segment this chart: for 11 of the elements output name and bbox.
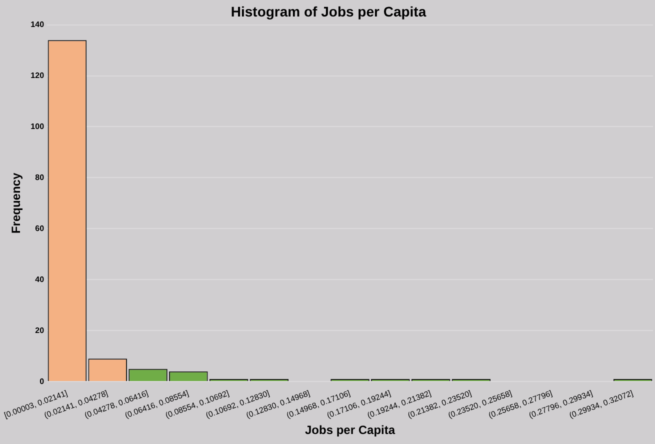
y-tick-label: 80 <box>35 172 45 182</box>
x-axis-title: Jobs per Capita <box>305 423 396 438</box>
y-tick-label: 60 <box>35 224 45 233</box>
y-tick-label: 120 <box>30 70 45 80</box>
y-tick-label: 100 <box>30 122 45 131</box>
y-tick-label: 140 <box>30 20 45 30</box>
y-tick-label: 0 <box>40 376 45 386</box>
y-tick-label: 20 <box>35 326 45 335</box>
y-tick-label: 40 <box>35 274 45 284</box>
chart-title: Histogram of Jobs per Capita <box>230 3 426 20</box>
y-axis-title: Frequency <box>8 172 23 234</box>
